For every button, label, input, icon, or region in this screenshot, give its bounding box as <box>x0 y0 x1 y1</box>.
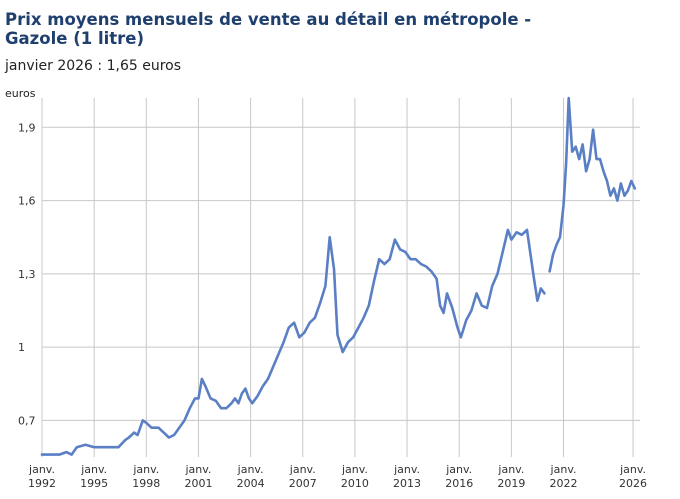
y-tick-label: 0,7 <box>18 414 36 427</box>
y-axis-unit-label: euros <box>5 87 36 100</box>
y-tick-label: 1 <box>18 341 25 354</box>
x-tick-label-year: 2022 <box>550 477 578 490</box>
y-tick-label: 1,3 <box>18 268 36 281</box>
x-tick-label-year: 2001 <box>184 477 212 490</box>
x-tick-label-year: 1995 <box>80 477 108 490</box>
x-tick-label-month: janv. <box>132 463 159 476</box>
x-tick-label-year: 2007 <box>289 477 317 490</box>
x-tick-label-year: 2016 <box>445 477 473 490</box>
x-tick-label-month: janv. <box>80 463 107 476</box>
x-tick-label-month: janv. <box>184 463 211 476</box>
x-tick-label-year: 2013 <box>393 477 421 490</box>
y-tick-label: 1,9 <box>18 121 36 134</box>
x-tick-label-month: janv. <box>445 463 472 476</box>
x-tick-label-month: janv. <box>393 463 420 476</box>
x-tick-label-year: 2019 <box>497 477 525 490</box>
series-line-gazole <box>548 96 637 273</box>
x-tick-label-month: janv. <box>619 463 646 476</box>
chart-title: Prix moyens mensuels de vente au détail … <box>5 10 532 48</box>
x-tick-label-month: janv. <box>237 463 264 476</box>
chart-axes: 0,711,31,61,9janv.1992janv.1995janv.1998… <box>18 121 647 490</box>
x-tick-label-year: 2026 <box>619 477 647 490</box>
x-tick-label-month: janv. <box>497 463 524 476</box>
x-tick-label-year: 1998 <box>132 477 160 490</box>
series-line-gazole <box>40 228 546 456</box>
x-tick-label-year: 2004 <box>237 477 265 490</box>
x-tick-label-month: janv. <box>289 463 316 476</box>
chart-subtitle: janvier 2026 : 1,65 euros <box>5 58 181 74</box>
x-tick-label-year: 2010 <box>341 477 369 490</box>
chart-series <box>40 96 637 456</box>
x-tick-label-month: janv. <box>28 463 55 476</box>
x-tick-label-month: janv. <box>550 463 577 476</box>
x-tick-label-month: janv. <box>341 463 368 476</box>
x-tick-label-year: 1992 <box>28 477 56 490</box>
chart-grid <box>41 98 640 457</box>
y-tick-label: 1,6 <box>18 195 36 208</box>
